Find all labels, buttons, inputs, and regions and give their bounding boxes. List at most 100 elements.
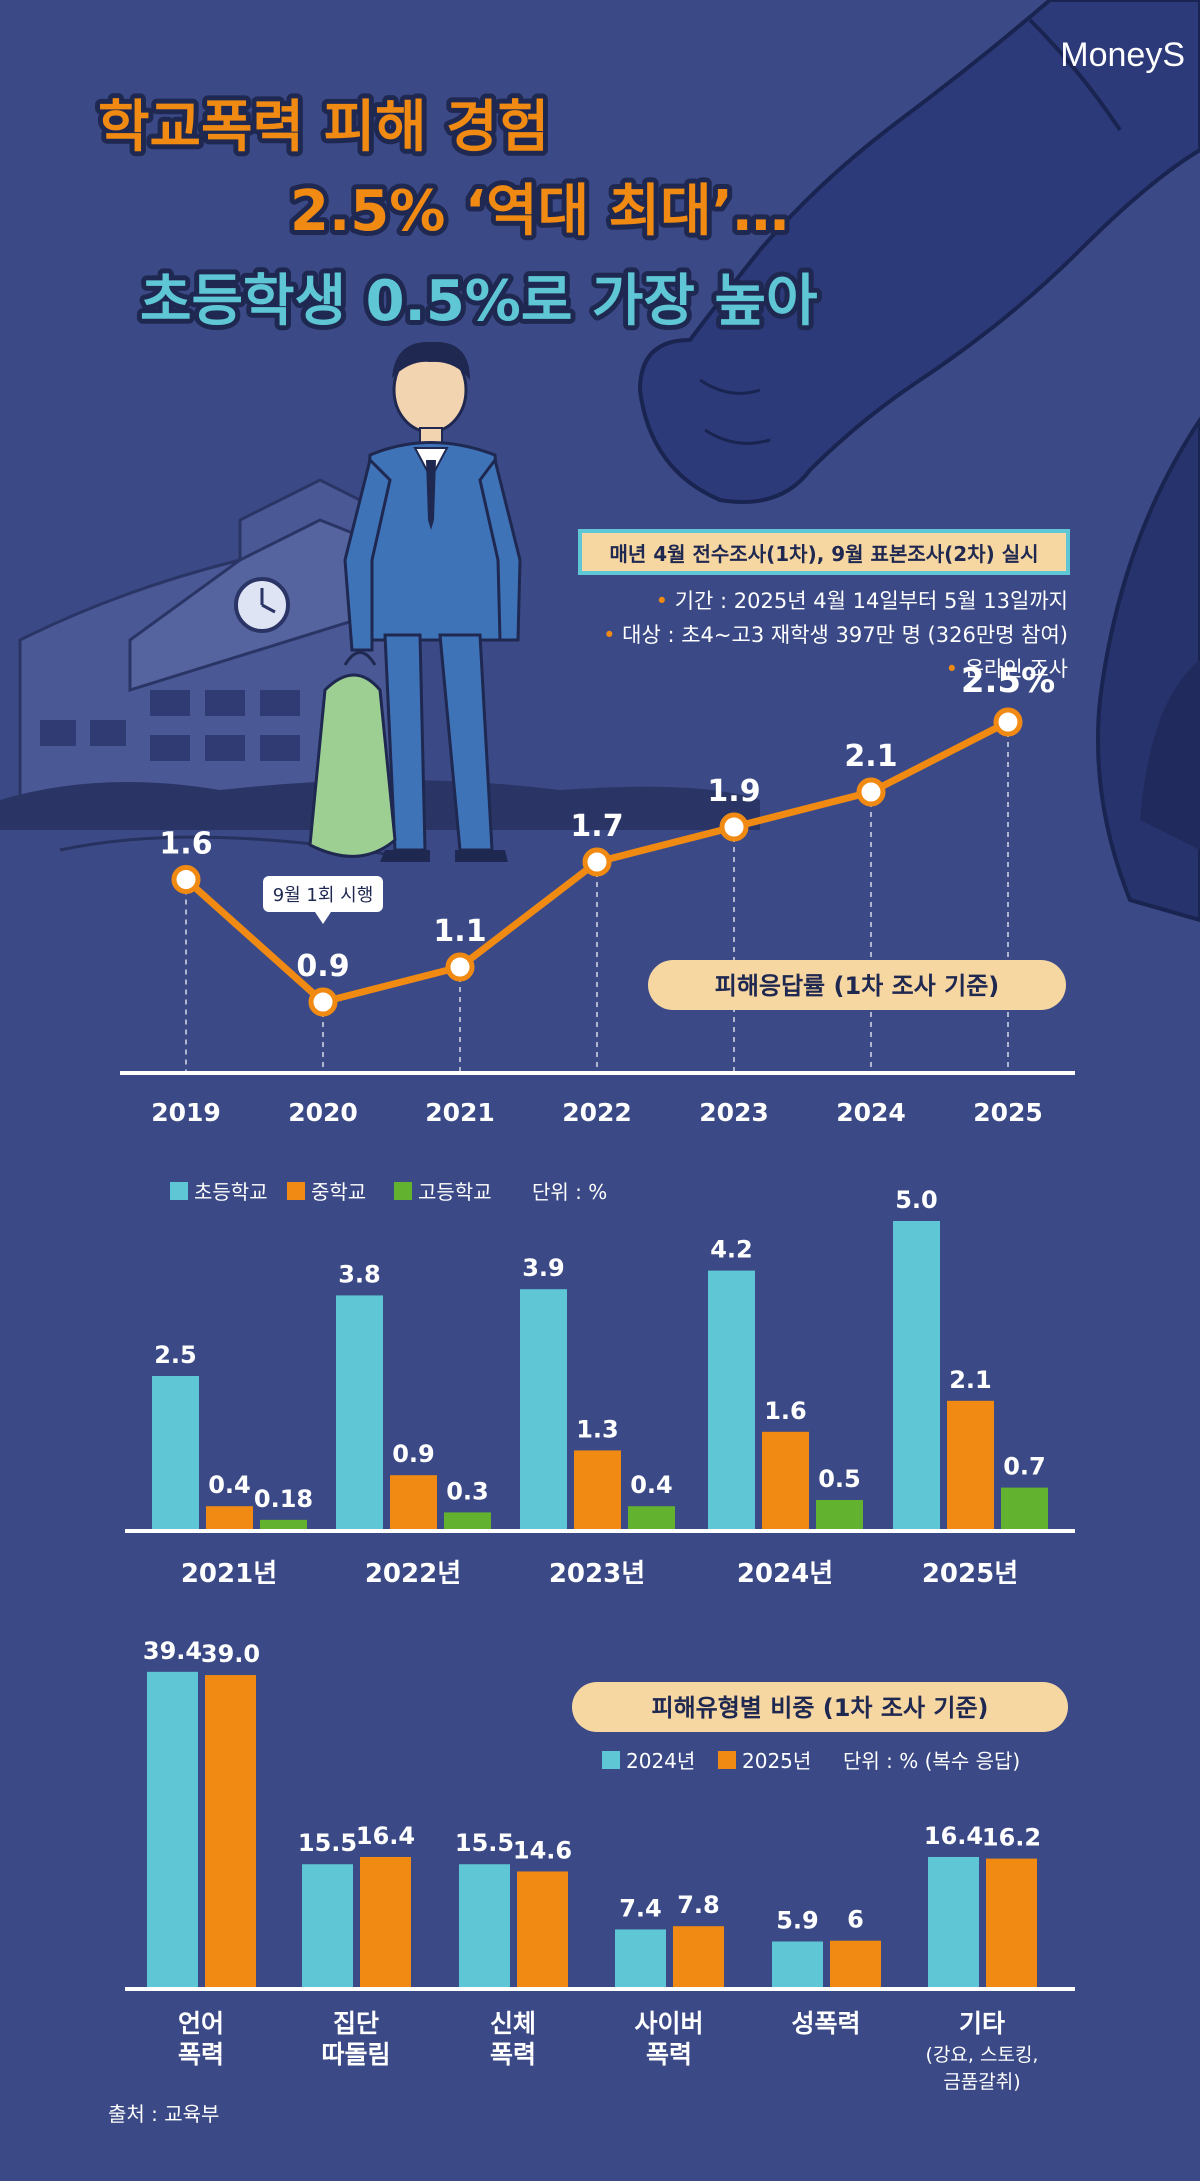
headline: 학교폭력 피해 경험 2.5% ‘역대 최대’… 초등학생 0.5%로 가장 높… (93, 90, 822, 339)
school-legend-label: 고등학교 (418, 1180, 492, 1204)
line-chart-x-tick: 2024 (836, 1098, 906, 1127)
type-category-label: 폭력 (178, 2040, 224, 2069)
type-bar (302, 1864, 353, 1989)
type-bar (772, 1941, 823, 1989)
school-legend-label: 초등학교 (194, 1180, 268, 1204)
survey-banner-box (578, 529, 1070, 575)
school-bar-label: 3.8 (338, 1260, 381, 1288)
line-chart-data-label: 2.1 (844, 739, 897, 774)
school-bar-label: 3.9 (522, 1254, 565, 1282)
type-bar (615, 1929, 666, 1989)
type-chart-title-pill (572, 1682, 1068, 1732)
line-chart-point (445, 952, 475, 982)
school-bar (816, 1500, 863, 1531)
school-bar (947, 1400, 994, 1531)
survey-bullet-1: • 기간 : 2025년 4월 14일부터 5월 13일까지 (656, 589, 1068, 613)
line-chart-point (993, 707, 1023, 737)
type-category-sublabel: (강요, 스토킹, (926, 2044, 1039, 2066)
type-legend-unit: 단위 : % (복수 응답) (843, 1749, 1020, 1773)
type-legend-label: 2025년 (742, 1749, 811, 1773)
type-chart-title: 피해유형별 비중 (1차 조사 기준) (651, 1694, 988, 1722)
survey-banner: 매년 4월 전수조사(1차), 9월 표본조사(2차) 실시 (609, 542, 1038, 566)
type-bar (928, 1856, 979, 1989)
type-bar (147, 1671, 198, 1989)
school-bar (1001, 1487, 1048, 1531)
school-bar (520, 1289, 567, 1531)
school-bar (893, 1221, 940, 1531)
type-legend-swatch (718, 1751, 736, 1769)
headline-line-2: 2.5% ‘역대 최대’… (290, 179, 789, 244)
damage-type-legend: 2024년 2025년 단위 : % (복수 응답) (602, 1749, 1020, 1773)
type-bar-label: 14.6 (513, 1836, 572, 1864)
school-bar-label: 0.5 (818, 1465, 861, 1493)
line-chart-point (582, 847, 612, 877)
line-chart-annotation-pointer (315, 912, 331, 924)
line-chart-x-tick: 2020 (288, 1098, 358, 1127)
school-bar-label: 2.5 (154, 1341, 197, 1369)
damage-type-bar-chart: 39.439.0언어폭력15.516.4집단따돌림15.514.6신체폭력7.4… (125, 1637, 1075, 2093)
type-category-label: 폭력 (490, 2040, 536, 2069)
type-bar (517, 1871, 568, 1989)
brand-logo: MoneyS (1060, 36, 1185, 74)
school-legend-unit: 단위 : % (532, 1180, 607, 1204)
type-category-label: 성폭력 (791, 2009, 860, 2038)
school-category-label: 2024년 (737, 1559, 833, 1589)
line-chart-x-tick: 2021 (425, 1098, 495, 1127)
school-bar-label: 2.1 (949, 1366, 992, 1394)
headline-line-3: 초등학생 0.5%로 가장 높아 (140, 269, 817, 334)
line-chart-x-tick: 2019 (151, 1098, 221, 1127)
type-bar-label: 39.4 (143, 1637, 202, 1665)
type-bar-label: 15.5 (455, 1829, 514, 1857)
type-bar-label: 5.9 (776, 1907, 819, 1935)
school-bar (708, 1270, 755, 1531)
type-bar-label: 15.5 (298, 1829, 357, 1857)
line-chart-point (308, 987, 338, 1017)
school-bar (336, 1295, 383, 1531)
school-legend-label: 중학교 (311, 1180, 366, 1204)
type-bar (830, 1940, 881, 1989)
school-bar-label: 0.4 (208, 1471, 251, 1499)
type-category-label: 집단 (333, 2009, 379, 2038)
line-chart-annotation: 9월 1회 시행 (273, 885, 374, 906)
line-chart-data-label: 1.9 (707, 774, 760, 809)
student-illustration (308, 341, 522, 862)
line-chart-data-label: 1.1 (433, 914, 486, 949)
headline-line-1: 학교폭력 피해 경험 (98, 95, 549, 160)
school-level-bar-chart: 2.50.4 0.182021년3.80.90.32022년3.91.30.420… (125, 1186, 1075, 1589)
line-chart-data-label: 0.9 (296, 949, 349, 984)
school-bar (628, 1506, 675, 1531)
line-chart-x-tick: 2023 (699, 1098, 769, 1127)
fist-illustration (637, 0, 1200, 923)
school-bar-label: 5.0 (895, 1186, 938, 1214)
type-bar-label: 7.8 (677, 1891, 720, 1919)
type-category-label: 기타 (959, 2009, 1005, 2038)
school-bar (390, 1475, 437, 1531)
school-legend-swatch (170, 1182, 188, 1200)
line-chart-data-label: 1.6 (159, 827, 212, 862)
type-bar (459, 1864, 510, 1989)
line-chart-label: 피해응답률 (1차 조사 기준) (715, 972, 1000, 1000)
school-category-label: 2021년 (181, 1559, 277, 1589)
victim-rate-line-chart: 2019 2020 2021 2022 2023 2024 2025 1.6 0.9 1.1 1.7… (120, 661, 1075, 1127)
school-bar (152, 1376, 199, 1531)
line-chart-data-label: 1.7 (570, 809, 623, 844)
school-bar-label: 0.7 (1003, 1453, 1046, 1481)
type-bar (205, 1675, 256, 1989)
type-category-label: 폭력 (646, 2040, 692, 2069)
type-category-label: 신체 (490, 2009, 536, 2038)
type-category-label: 사이버 (634, 2009, 703, 2038)
school-legend-swatch (287, 1182, 305, 1200)
school-bar-label: 0.18 (254, 1485, 313, 1513)
type-bar (673, 1926, 724, 1989)
school-bar-label: 1.3 (576, 1415, 619, 1443)
school-bar-label: 1.6 (764, 1397, 807, 1425)
type-legend-label: 2024년 (626, 1749, 695, 1773)
school-category-label: 2022년 (365, 1559, 461, 1589)
school-bar (574, 1450, 621, 1531)
school-bar (260, 1519, 307, 1531)
survey-bullet-3: • 온라인 조사 (946, 657, 1068, 681)
type-bar-label: 6 (847, 1906, 864, 1934)
school-legend-swatch (394, 1182, 412, 1200)
line-chart-point (171, 865, 201, 894)
type-bar-label: 39.0 (201, 1640, 260, 1668)
